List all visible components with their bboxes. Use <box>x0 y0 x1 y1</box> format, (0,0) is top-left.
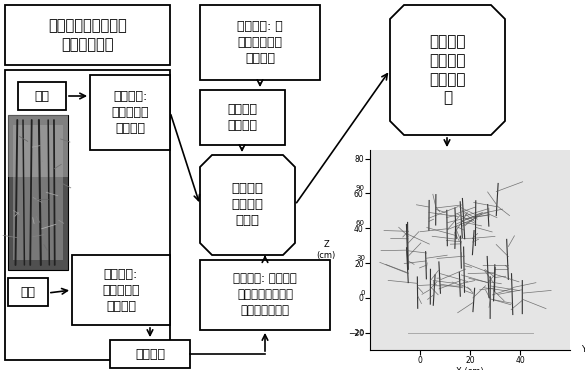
Text: Z
(cm): Z (cm) <box>316 240 336 260</box>
Bar <box>5 70 170 360</box>
Text: 30: 30 <box>356 255 365 261</box>
Text: 数字化稻
株二维形
态结构: 数字化稻 株二维形 态结构 <box>232 182 263 228</box>
Text: 数据文件:
茎秆位置、
叶方位角: 数据文件: 茎秆位置、 叶方位角 <box>111 90 149 135</box>
Bar <box>90 75 170 150</box>
Bar <box>200 260 330 330</box>
Bar <box>200 90 285 145</box>
Bar <box>110 340 190 368</box>
Text: 数据文件: 叶节点、
茎秆直径、叶中脉
曲线、叶形曲线: 数据文件: 叶节点、 茎秆直径、叶中脉 曲线、叶形曲线 <box>233 272 297 317</box>
Bar <box>8 278 48 306</box>
Polygon shape <box>200 155 295 255</box>
Text: 定位分离测量法测量
或拍二维照片: 定位分离测量法测量 或拍二维照片 <box>48 18 127 52</box>
Text: 数字化水
稻群体三
维形态结
构: 数字化水 稻群体三 维形态结 构 <box>429 35 466 105</box>
Text: 图像文件:
茎蘖图像、
叶片图像: 图像文件: 茎蘖图像、 叶片图像 <box>102 268 140 313</box>
Text: 90: 90 <box>356 185 365 191</box>
Bar <box>5 5 170 65</box>
Polygon shape <box>390 5 505 135</box>
Bar <box>72 255 170 325</box>
Bar <box>8 115 68 270</box>
Bar <box>13 125 63 260</box>
Text: 60: 60 <box>356 220 365 226</box>
Text: -20: -20 <box>353 330 365 336</box>
Text: 图像: 图像 <box>20 286 36 299</box>
Bar <box>18 82 66 110</box>
Y-axis label: Y (cm): Y (cm) <box>580 345 585 354</box>
Text: 测量: 测量 <box>35 90 50 102</box>
Text: 解释几何
原理重构: 解释几何 原理重构 <box>228 103 257 132</box>
Text: 图像分析: 图像分析 <box>135 347 165 360</box>
Bar <box>200 5 320 80</box>
Text: 群体数据: 品
种、行间距、
水肥条件: 群体数据: 品 种、行间距、 水肥条件 <box>237 20 283 65</box>
X-axis label: X (cm): X (cm) <box>456 367 484 370</box>
Text: 0: 0 <box>360 290 365 296</box>
Polygon shape <box>8 115 68 177</box>
